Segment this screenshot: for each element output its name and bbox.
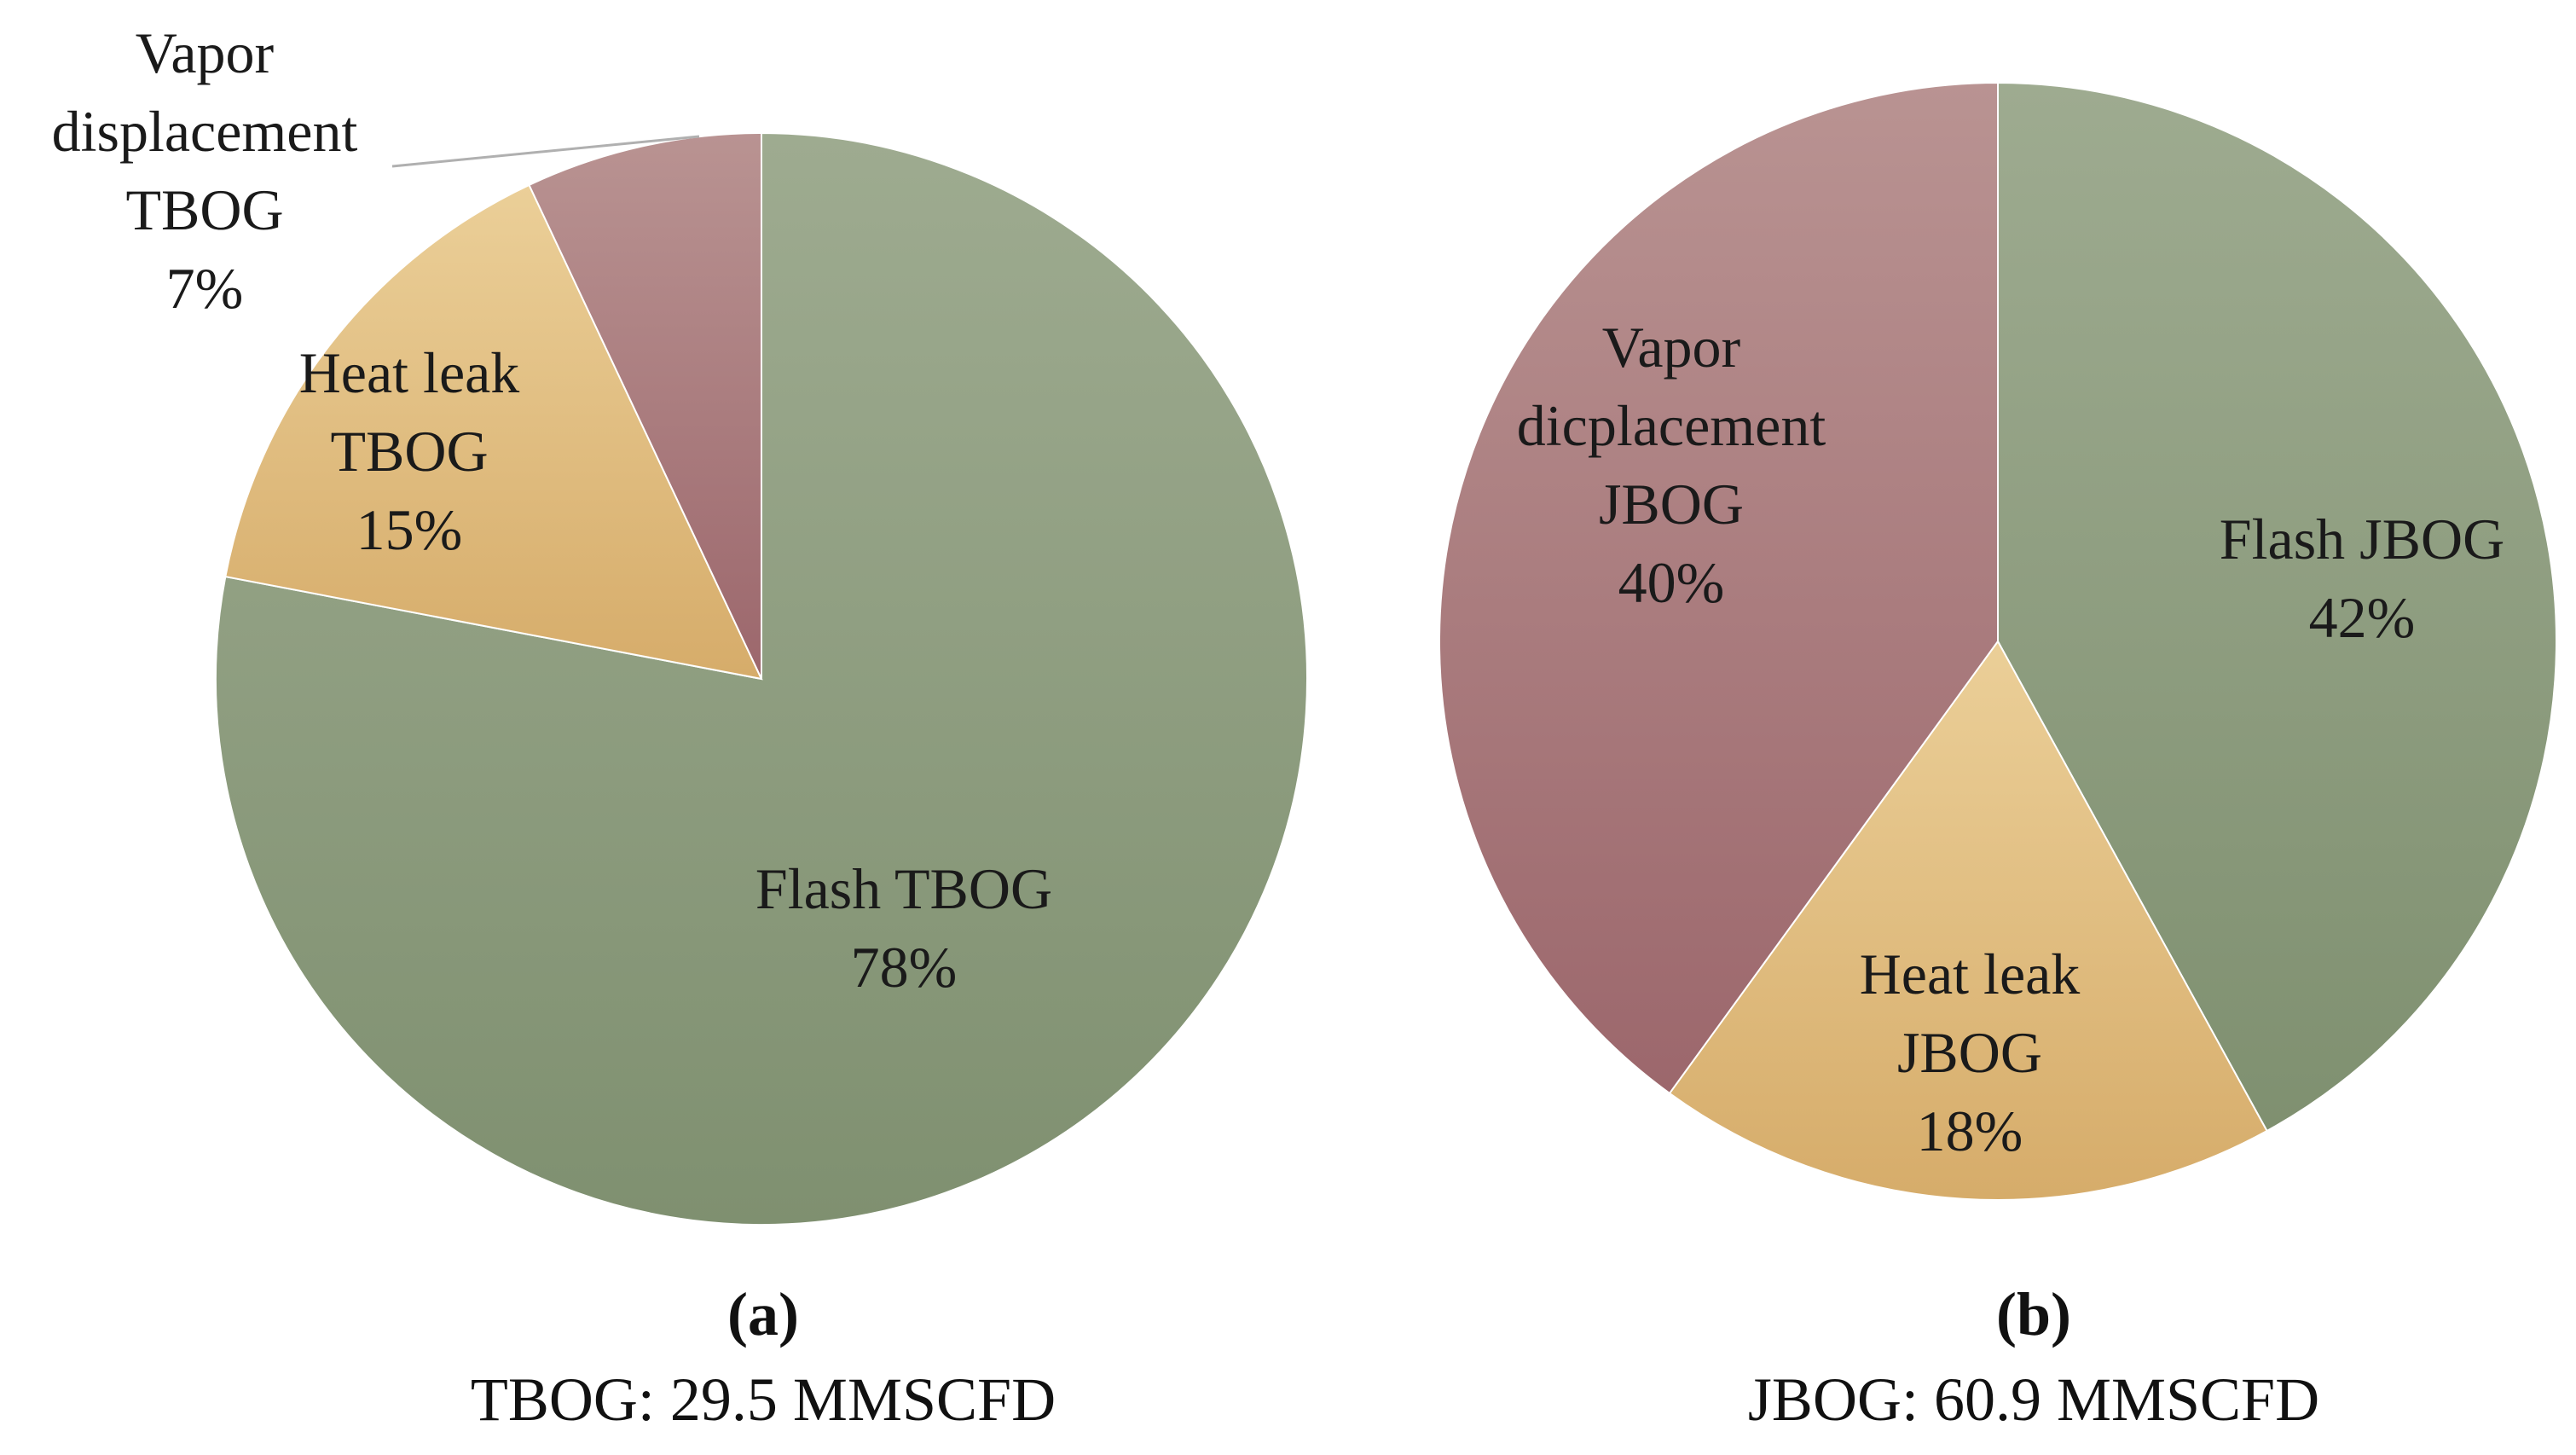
slice-label-line: JBOG xyxy=(1897,1020,2042,1085)
pie-slice-flash-jbog xyxy=(1997,81,2557,1133)
slice-label-line: TBOG xyxy=(125,177,283,242)
slice-label-line: TBOG xyxy=(330,419,488,484)
panel-a-id: (a) xyxy=(727,1280,799,1348)
pie-slice-vapor-displacement-tbog xyxy=(528,131,762,680)
pie-slice-vapor-dicplacement-jbog xyxy=(1439,81,1999,1095)
slice-label-line: displacement xyxy=(52,99,358,164)
slice-label-line: JBOG xyxy=(1599,472,1744,536)
slice-label-line: dicplacement xyxy=(1517,393,1826,458)
slice-percent: 18% xyxy=(1917,1098,2023,1163)
slice-label-vapor-displacement-tbog: Vapor displacement TBOG 7% xyxy=(52,20,358,321)
panel-b-id: (b) xyxy=(1996,1280,2071,1348)
pie-chart-a: Flash TBOG 78% Heat leak TBOG 15% Vapor displa… xyxy=(52,20,1308,1434)
slice-label-line: Flash TBOG xyxy=(755,856,1052,921)
slice-label-heat-leak-tbog: Heat leak TBOG 15% xyxy=(299,340,520,562)
slice-label-line: Heat leak xyxy=(1860,942,2081,1006)
panel-b-caption: JBOG: 60.9 MMSCFD xyxy=(1748,1365,2319,1434)
slice-label-heat-leak-jbog: Heat leak JBOG 18% xyxy=(1860,942,2081,1163)
slice-label-line: Vapor xyxy=(136,20,275,85)
slice-percent: 7% xyxy=(166,256,244,321)
slice-label-line: Vapor xyxy=(1602,315,1741,380)
slice-percent: 15% xyxy=(356,497,463,562)
leader-line-vapor-tbog xyxy=(391,135,700,168)
pie-slice-heat-leak-tbog xyxy=(224,183,763,681)
slice-label-vapor-dicplacement-jbog: Vapor dicplacement JBOG 40% xyxy=(1517,315,1826,615)
slice-label-line: Heat leak xyxy=(299,340,520,405)
panel-a-caption: TBOG: 29.5 MMSCFD xyxy=(471,1365,1056,1434)
slice-percent: 42% xyxy=(2309,585,2416,650)
slice-percent: 78% xyxy=(851,935,958,1000)
slice-label-flash-tbog: Flash TBOG 78% xyxy=(755,856,1052,1000)
slice-percent: 40% xyxy=(1618,550,1725,615)
pie-slice-heat-leak-jbog xyxy=(1668,640,2268,1201)
pie-chart-b: Flash JBOG 42% Heat leak JBOG 18% Vapor dicpla… xyxy=(1439,81,2557,1434)
slice-label-flash-jbog: Flash JBOG 42% xyxy=(2220,507,2504,650)
slice-label-line: Flash JBOG xyxy=(2220,507,2504,571)
